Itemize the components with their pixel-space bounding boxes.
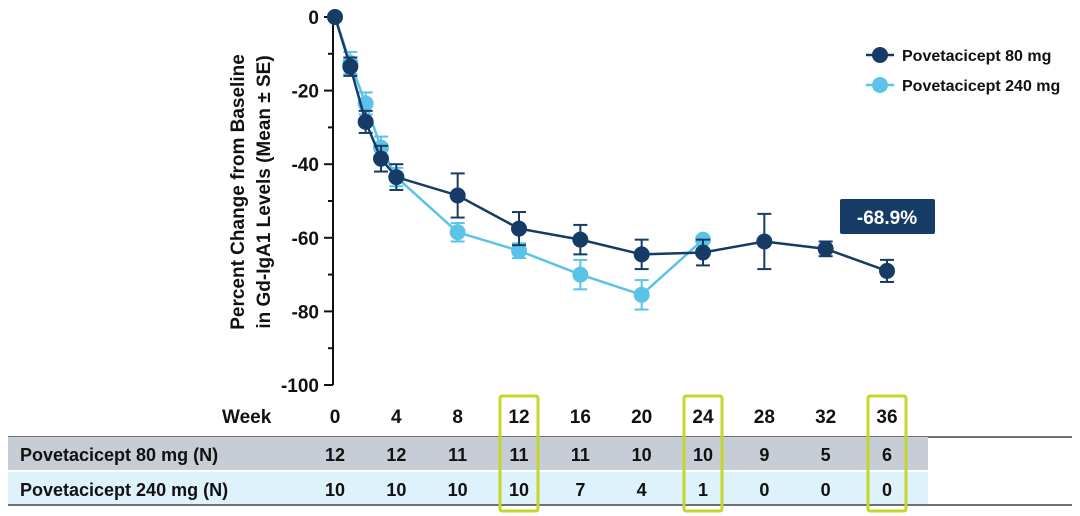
x-tick-label: 0 — [330, 407, 341, 428]
x-ticks: 0 4 8 12 16 20 24 28 32 36 — [330, 407, 898, 428]
table-cell: 9 — [759, 445, 769, 465]
highlight-box — [866, 394, 908, 513]
legend-label: Povetacicept 240 mg — [902, 78, 1060, 95]
x-tick-label: 28 — [754, 407, 775, 428]
table-cell: 1 — [698, 480, 708, 500]
table-cell: 11 — [571, 445, 590, 465]
data-point — [572, 266, 589, 283]
y-tick-label: -40 — [292, 155, 319, 176]
series-line — [333, 16, 888, 273]
table-cell: 0 — [821, 480, 831, 500]
data-point — [695, 244, 711, 261]
table-cell: 10 — [509, 480, 529, 500]
data-point — [449, 187, 466, 204]
table-cell: 11 — [509, 445, 528, 465]
table-cell: 5 — [821, 445, 831, 465]
data-point — [357, 113, 374, 130]
data-point — [449, 224, 466, 241]
x-axis-title: Week — [222, 407, 272, 428]
y-tick-label: -60 — [292, 229, 319, 250]
callout-box — [840, 199, 935, 234]
table-cell: 11 — [448, 445, 467, 465]
y-axis-title-line1: Percent Change from Baseline — [228, 54, 249, 330]
series-80mg — [327, 9, 895, 283]
data-point — [327, 9, 343, 25]
data-point — [511, 220, 527, 237]
x-tick-label: 24 — [692, 407, 714, 428]
table-cell: 12 — [325, 445, 345, 465]
table-cell: 12 — [386, 445, 406, 465]
table-cell: 6 — [882, 445, 892, 465]
legend-marker — [872, 77, 888, 93]
table-cell: 10 — [386, 480, 406, 500]
data-point — [511, 242, 527, 259]
x-tick-label: 20 — [631, 407, 652, 428]
x-tick-label: 32 — [815, 407, 836, 428]
data-point — [633, 286, 650, 303]
n-table: Povetacicept 80 mg (N) 12 12 11 11 11 10 10 9 5 6P… — [20, 445, 892, 500]
table-cell: 10 — [325, 480, 345, 500]
data-point — [342, 58, 359, 75]
legend-marker — [872, 47, 888, 63]
table-cell: 10 — [693, 445, 713, 465]
highlight-boxes — [498, 394, 908, 513]
table-cell: 10 — [632, 445, 652, 465]
data-point — [388, 169, 405, 186]
y-axis-title-line2: in Gd-IgA1 Levels (Mean ± SE) — [254, 55, 275, 328]
highlight-box — [682, 394, 724, 513]
table-background — [8, 436, 1072, 506]
data-point — [817, 240, 834, 257]
table-cell: 4 — [637, 480, 647, 500]
y-tick-label: -80 — [292, 302, 319, 323]
y-ticks: 0 -20 -40 -60 -80 -100 — [281, 8, 333, 397]
x-tick-label: 36 — [876, 407, 897, 428]
x-tick-label: 12 — [508, 407, 529, 428]
data-point — [879, 262, 895, 279]
table-cell: 0 — [882, 480, 892, 500]
y-tick-label: 0 — [308, 8, 319, 29]
series-line — [333, 16, 704, 297]
callout-label: -68.9% — [857, 208, 917, 229]
y-tick-label: -20 — [292, 82, 319, 103]
table-row-bg — [8, 472, 928, 505]
x-tick-label: 4 — [391, 407, 402, 428]
highlight-box — [498, 394, 540, 513]
table-row-label: Povetacicept 80 mg (N) — [20, 445, 218, 465]
x-tick-label: 8 — [452, 407, 463, 428]
series-layer — [327, 9, 895, 311]
legend-label: Povetacicept 80 mg — [902, 48, 1051, 65]
table-cell: 10 — [448, 480, 468, 500]
table-cell: 7 — [575, 480, 585, 500]
data-point — [633, 246, 650, 263]
data-point — [373, 150, 389, 167]
x-tick-label: 16 — [570, 407, 591, 428]
table-cell: 0 — [759, 480, 769, 500]
table-row-bg — [8, 437, 928, 470]
table-row-label: Povetacicept 240 mg (N) — [20, 480, 228, 500]
legend: Povetacicept 80 mg Povetacicept 240 mg — [866, 47, 1060, 95]
data-point — [756, 233, 773, 250]
callout: -68.9% — [840, 199, 935, 234]
y-tick-label: -100 — [281, 376, 319, 397]
data-point — [572, 231, 589, 248]
